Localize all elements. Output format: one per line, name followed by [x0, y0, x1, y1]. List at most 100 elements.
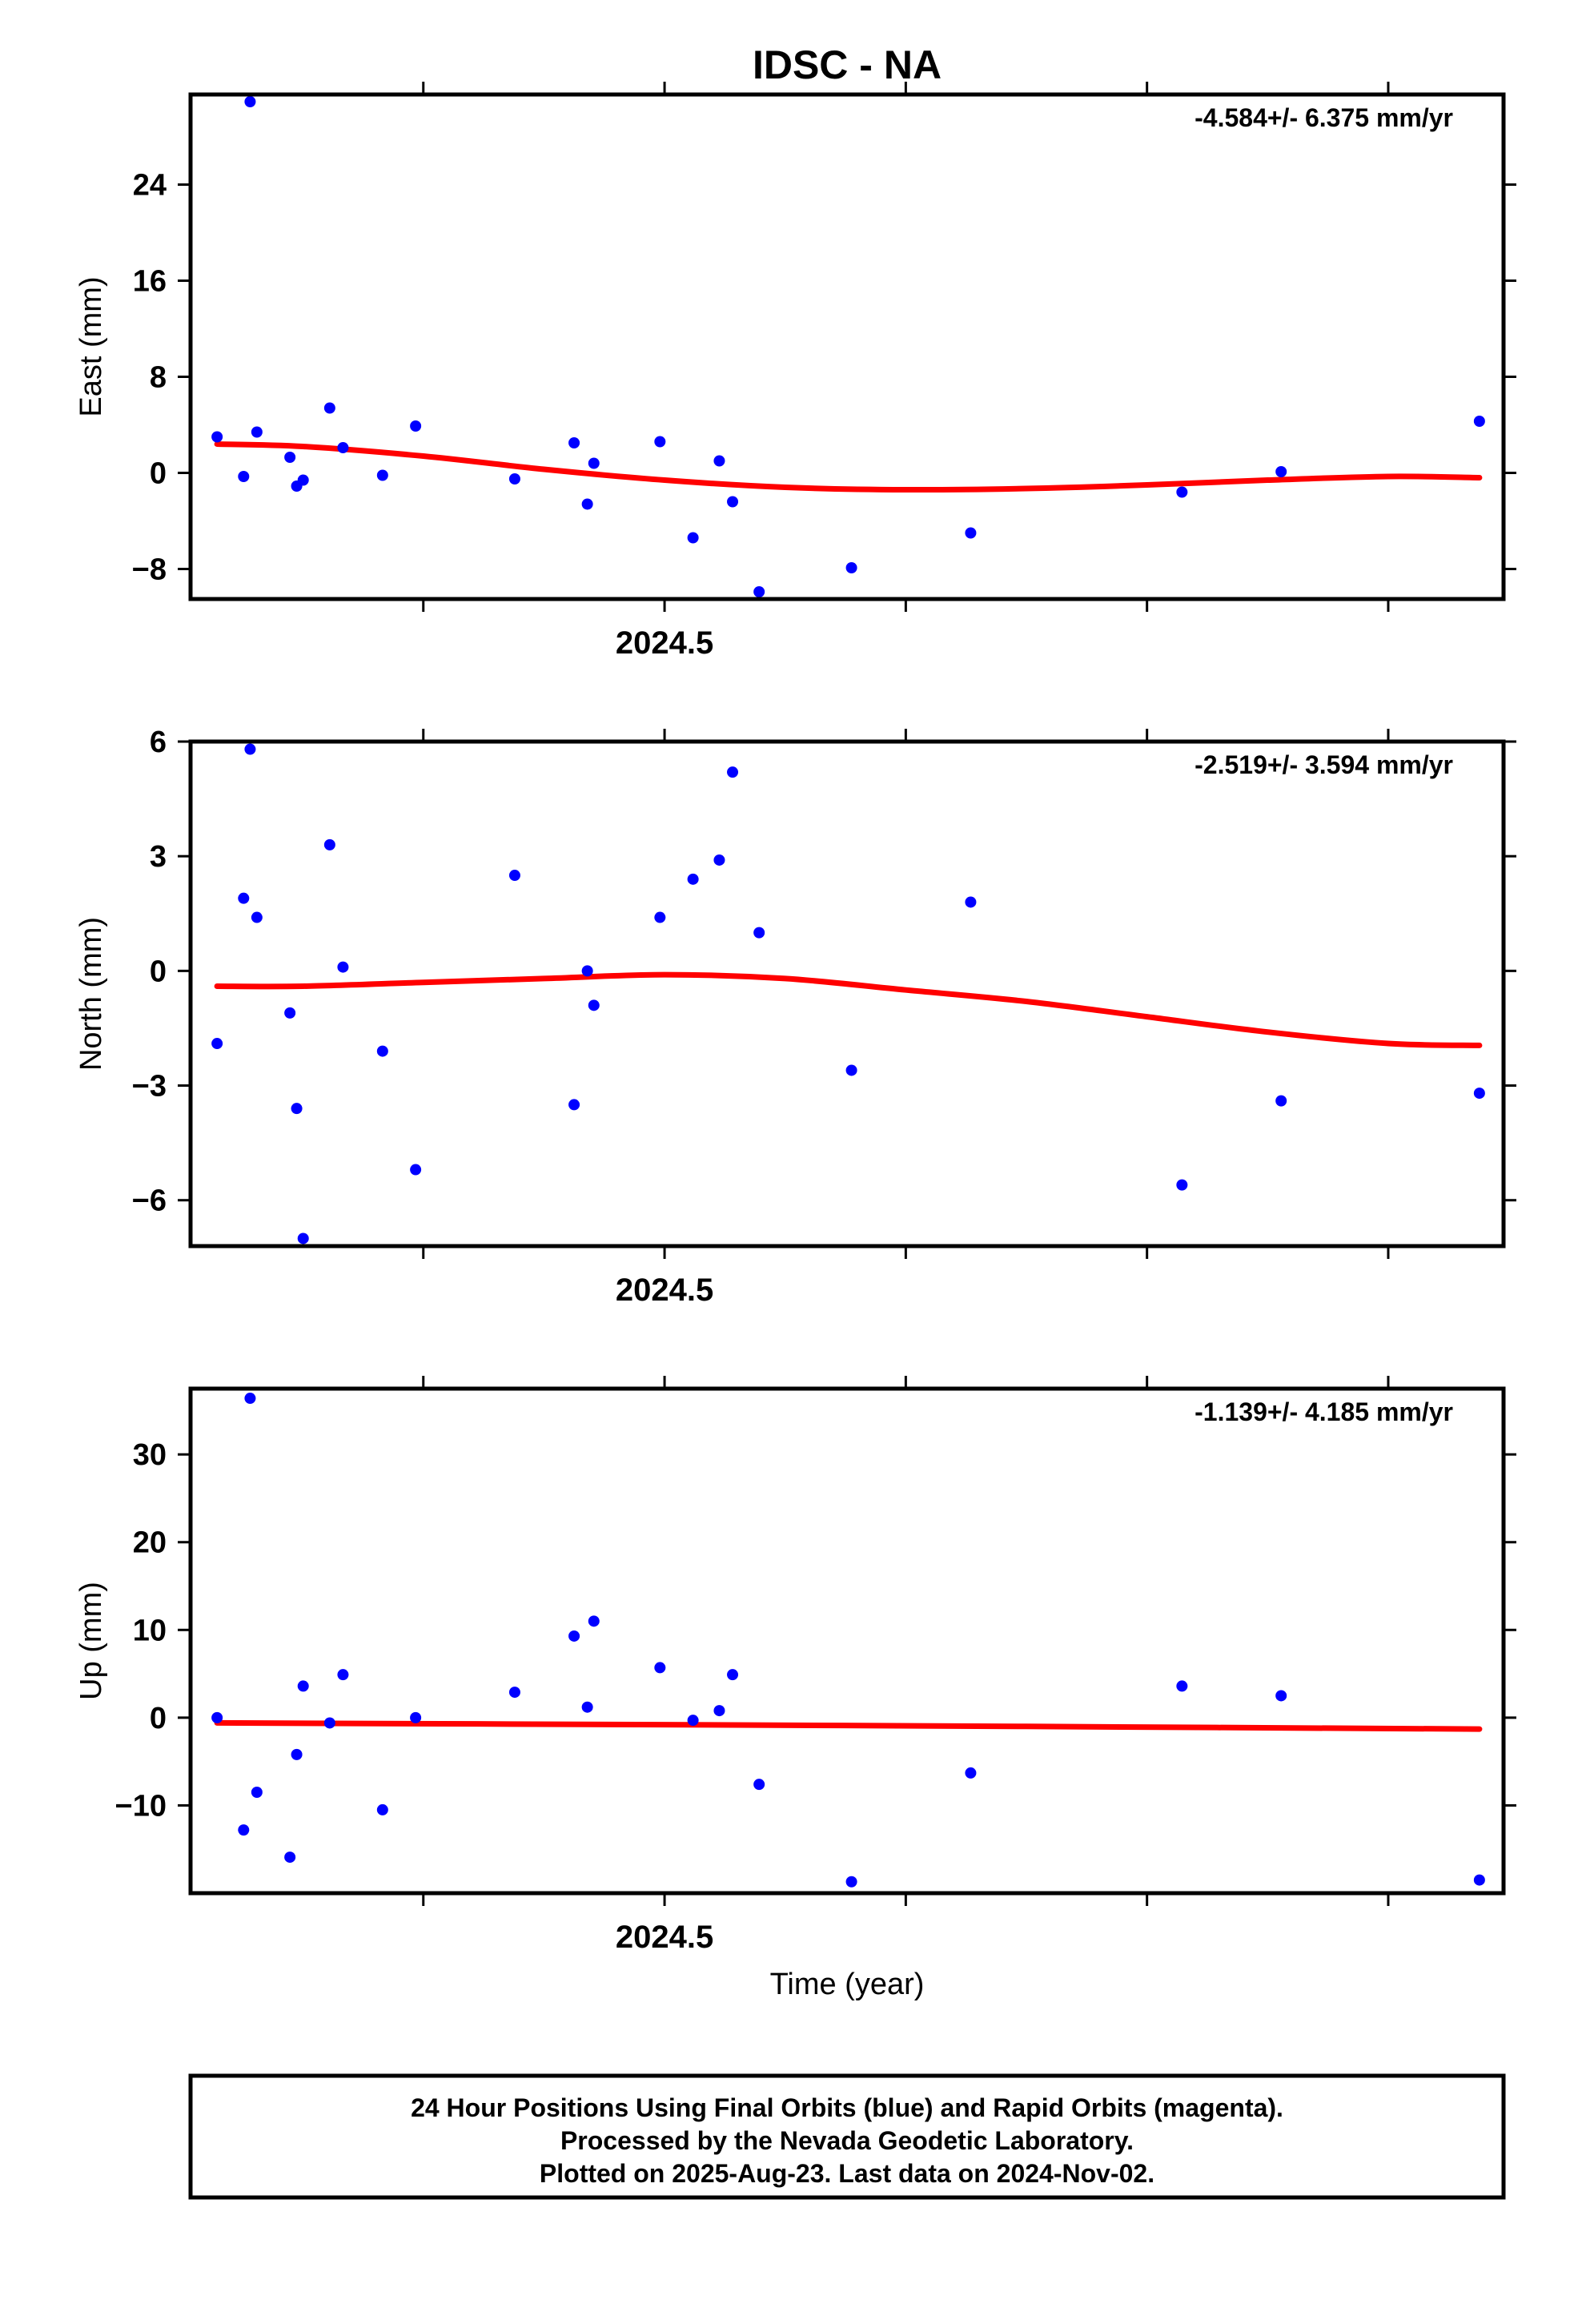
data-point [1275, 1690, 1287, 1702]
data-point [845, 1876, 857, 1888]
data-point [323, 1717, 335, 1729]
up-panel: −10 0 10 20 30 2024.5 Up (mm) -1.139+/- 4.185 m… [74, 1376, 1516, 1955]
data-point [337, 961, 349, 973]
y-tick-label: 0 [150, 457, 167, 491]
data-point [508, 870, 520, 882]
east-panel: −8 0 8 16 24 2024.5 East (mm) -4.584+/- 6.375 m… [74, 82, 1516, 661]
data-point [1176, 1179, 1188, 1191]
rate-annotation: -1.139+/- 4.185 mm/yr [1195, 1397, 1453, 1426]
data-point [581, 498, 593, 510]
data-point [1473, 416, 1485, 427]
data-point [1473, 1874, 1485, 1886]
fit-line [214, 1719, 1483, 1732]
data-point [410, 1164, 422, 1176]
plot-frame [188, 1386, 1506, 1896]
data-point [337, 442, 349, 453]
data-point [337, 1669, 349, 1681]
data-point [284, 1852, 296, 1864]
data-point [297, 1680, 309, 1692]
data-point [713, 854, 725, 866]
plot-frame [188, 739, 1506, 1248]
data-point [581, 965, 593, 977]
x-tick-label: 2024.5 [616, 1273, 713, 1308]
data-point [753, 927, 765, 939]
data-point [727, 766, 739, 778]
data-point [508, 1687, 520, 1699]
y-tick-label: 16 [133, 265, 167, 299]
data-point [410, 1711, 422, 1723]
data-point [568, 1630, 580, 1642]
data-point [238, 471, 250, 482]
plot-area [211, 96, 1485, 597]
data-point [376, 469, 388, 481]
y-tick-label: 24 [133, 169, 167, 203]
data-point [753, 1779, 765, 1791]
chart-title: IDSC - NA [753, 42, 942, 87]
data-point [845, 1064, 857, 1076]
rate-annotation: -4.584+/- 6.375 mm/yr [1195, 103, 1453, 132]
data-point [251, 1787, 263, 1798]
y-tick-label: 3 [150, 840, 167, 874]
data-point [323, 838, 335, 850]
data-point [753, 586, 765, 597]
data-point [581, 1701, 593, 1713]
x-tick-label: 2024.5 [616, 625, 713, 661]
y-axis-label: Up (mm) [74, 1582, 108, 1700]
north-panel: −6 −3 0 3 6 2024.5 North (mm) -2.519+/- 3.594 m… [74, 726, 1516, 1308]
y-tick-label: 8 [150, 361, 167, 395]
footer-line-2: Processed by the Nevada Geodetic Laborat… [560, 2126, 1134, 2155]
data-point [687, 1715, 699, 1727]
y-tick-label: 10 [133, 1614, 167, 1647]
y-tick-label: −3 [132, 1070, 167, 1104]
fit-line [214, 441, 1483, 493]
data-point [965, 527, 977, 539]
data-point [211, 1711, 223, 1723]
y-tick-label: 30 [133, 1438, 167, 1472]
x-tick-label: 2024.5 [616, 1920, 713, 1955]
data-point [965, 896, 977, 908]
y-tick-label: −8 [132, 553, 167, 587]
data-point [297, 1232, 309, 1244]
data-point [588, 457, 600, 469]
plot-area [211, 1393, 1485, 1888]
rate-annotation: -2.519+/- 3.594 mm/yr [1195, 750, 1453, 779]
footer-line-3: Plotted on 2025-Aug-23. Last data on 202… [540, 2159, 1154, 2188]
data-point [1473, 1088, 1485, 1100]
data-point [588, 1615, 600, 1627]
data-point [211, 1038, 223, 1050]
data-point [238, 892, 250, 904]
data-point [727, 496, 739, 508]
data-point [965, 1767, 977, 1779]
data-point [376, 1045, 388, 1057]
data-point [238, 1824, 250, 1836]
y-axis-label: East (mm) [74, 276, 108, 416]
data-point [845, 562, 857, 573]
footer-line-1: 24 Hour Positions Using Final Orbits (bl… [411, 2093, 1283, 2122]
y-tick-label: −10 [115, 1789, 167, 1823]
data-point [1275, 1095, 1287, 1107]
data-point [588, 999, 600, 1011]
data-point [251, 911, 263, 923]
footer-box [188, 2073, 1506, 2200]
y-tick-label: 0 [150, 955, 167, 988]
plot-area [211, 743, 1485, 1244]
data-point [713, 455, 725, 467]
y-tick-label: −6 [132, 1184, 167, 1218]
data-point [687, 532, 699, 544]
data-point [244, 1393, 256, 1405]
data-point [568, 1099, 580, 1111]
data-point [284, 452, 296, 463]
data-point [297, 474, 309, 486]
data-point [713, 1705, 725, 1717]
data-point [508, 473, 520, 485]
data-point [244, 96, 256, 107]
data-point [291, 1748, 303, 1760]
y-tick-label: 0 [150, 1702, 167, 1735]
data-point [727, 1669, 739, 1681]
data-point [244, 743, 256, 755]
fit-line [214, 971, 1483, 1048]
data-point [1176, 486, 1188, 498]
y-axis-label: North (mm) [74, 917, 108, 1071]
data-point [323, 402, 335, 414]
